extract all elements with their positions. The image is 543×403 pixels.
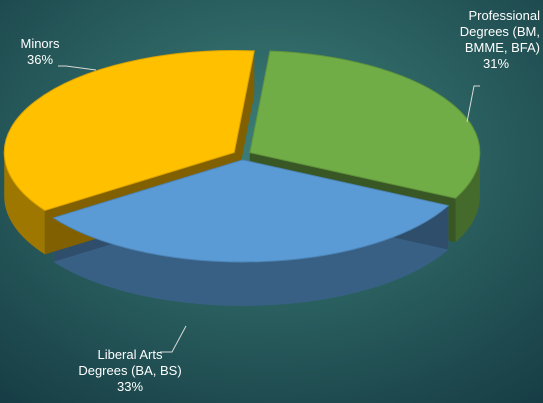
leader-minors bbox=[58, 65, 97, 71]
leader-liberal-arts bbox=[160, 325, 187, 353]
slice-side-liberal-arts bbox=[53, 205, 449, 306]
pie-tops bbox=[3, 50, 481, 263]
label-minors-pct: 36% bbox=[26, 52, 54, 67]
slice-side-minors bbox=[4, 152, 45, 255]
label-minors: Minors 36% bbox=[10, 36, 70, 68]
label-professional-line1: Professional bbox=[468, 8, 540, 23]
slice-wall-minors-1 bbox=[234, 50, 255, 197]
label-professional-line2: Degrees (BM, bbox=[459, 24, 540, 39]
label-liberal-arts: Liberal Arts Degrees (BA, BS) 33% bbox=[60, 347, 200, 395]
label-professional-line3: BMME, BFA) bbox=[464, 40, 540, 55]
label-minors-line1: Minors bbox=[20, 36, 60, 51]
label-liberal-arts-pct: 33% bbox=[116, 379, 144, 394]
slice-liberal-arts bbox=[52, 159, 450, 263]
slice-minors bbox=[3, 50, 255, 211]
label-professional: Professional Degrees (BM, BMME, BFA) 31% bbox=[440, 8, 540, 72]
slice-side-professional bbox=[455, 152, 480, 243]
slice-professional bbox=[249, 50, 481, 199]
label-professional-pct: 31% bbox=[482, 56, 510, 71]
leader-professional bbox=[466, 85, 480, 123]
label-liberal-arts-line1: Liberal Arts bbox=[97, 347, 163, 362]
label-liberal-arts-line2: Degrees (BA, BS) bbox=[78, 363, 182, 378]
